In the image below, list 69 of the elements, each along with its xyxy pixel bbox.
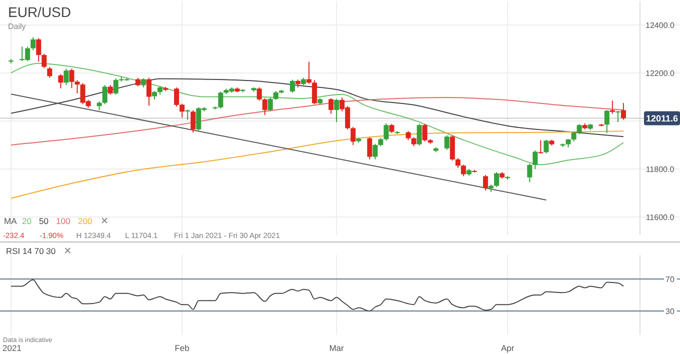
candlestick bbox=[36, 38, 42, 62]
candlestick bbox=[416, 123, 422, 146]
candlestick bbox=[610, 100, 615, 114]
line-series bbox=[10, 130, 624, 199]
candlestick bbox=[268, 97, 273, 112]
candlestick bbox=[367, 136, 372, 160]
candlestick bbox=[372, 143, 378, 160]
y-tick-label: 11800.0 bbox=[646, 165, 675, 174]
candlestick bbox=[450, 134, 455, 162]
candlestick bbox=[571, 131, 576, 142]
ref-line-label: 12011.6 bbox=[646, 114, 678, 124]
y-tick-label: 11600.0 bbox=[646, 213, 675, 222]
candlestick bbox=[532, 150, 538, 170]
candlestick bbox=[328, 98, 334, 114]
line-series bbox=[10, 78, 624, 138]
candlestick bbox=[262, 98, 268, 116]
candlestick bbox=[256, 86, 262, 102]
x-tick-label: Apr bbox=[500, 343, 514, 353]
y-tick-label: 12400.0 bbox=[646, 21, 676, 30]
x-tick-label: 2021 bbox=[2, 343, 22, 353]
y-tick-label: 12200.0 bbox=[646, 69, 676, 78]
chart-title: EUR/USD bbox=[8, 4, 72, 20]
candlestick bbox=[64, 68, 69, 86]
line-series bbox=[10, 62, 624, 166]
candlestick bbox=[30, 36, 36, 51]
candlestick bbox=[460, 164, 466, 177]
text: Daily bbox=[8, 22, 26, 31]
text: 200 bbox=[78, 216, 92, 226]
candlestick bbox=[190, 110, 196, 134]
candlestick bbox=[422, 123, 428, 142]
candlestick bbox=[406, 130, 411, 141]
candlestick bbox=[483, 174, 488, 192]
candlestick bbox=[538, 140, 544, 154]
candlestick bbox=[494, 172, 500, 188]
candlestick bbox=[350, 126, 356, 146]
y-tick-label: 30 bbox=[666, 307, 675, 316]
candlestick bbox=[218, 90, 224, 110]
candlestick bbox=[113, 78, 118, 96]
candlestick bbox=[604, 110, 610, 134]
candlestick bbox=[615, 110, 620, 123]
candlestick bbox=[544, 139, 549, 154]
text: 20 bbox=[22, 216, 32, 226]
candlestick bbox=[102, 84, 108, 105]
line-series bbox=[10, 279, 624, 312]
candlestick bbox=[389, 123, 394, 134]
candlestick bbox=[444, 134, 450, 150]
y-tick-label: 70 bbox=[666, 275, 675, 284]
candlestick bbox=[47, 66, 52, 78]
candlestick bbox=[334, 98, 340, 123]
candlestick bbox=[306, 61, 312, 84]
chart-title: RSI 14 70 30 bbox=[6, 246, 56, 256]
candlestick bbox=[620, 102, 626, 120]
candlestick bbox=[146, 77, 152, 106]
candlestick bbox=[140, 78, 146, 88]
x-tick-label: Mar bbox=[329, 343, 344, 353]
candlestick bbox=[527, 163, 532, 183]
candlestick bbox=[384, 122, 389, 142]
candlestick bbox=[576, 124, 582, 135]
candlestick bbox=[108, 84, 113, 96]
text: 50 bbox=[39, 216, 49, 226]
candlestick bbox=[312, 80, 317, 105]
x-tick-label: Feb bbox=[174, 343, 190, 353]
candlestick bbox=[58, 74, 64, 89]
candlestick bbox=[290, 79, 295, 94]
candlestick bbox=[42, 53, 47, 69]
legend-title: MA bbox=[4, 216, 18, 226]
candlestick bbox=[455, 158, 460, 168]
text: 100 bbox=[56, 216, 70, 226]
candlestick bbox=[185, 108, 190, 120]
